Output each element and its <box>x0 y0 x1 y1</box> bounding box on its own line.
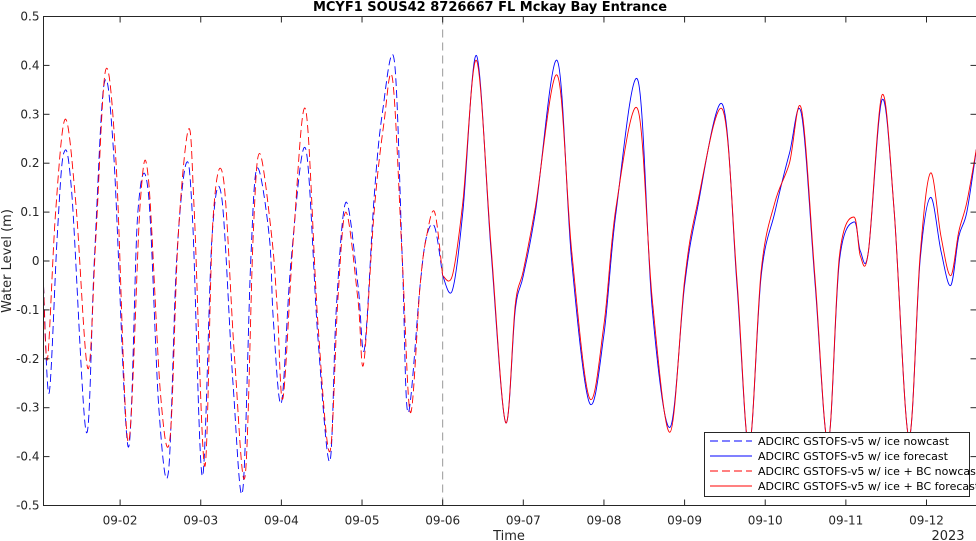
x-tick-label: 09-03 <box>183 514 218 528</box>
y-tick-label: -0.1 <box>16 303 39 317</box>
x-tick-label: 09-10 <box>748 514 783 528</box>
x-tick-label: 09-12 <box>909 514 944 528</box>
y-tick-label: -0.2 <box>16 352 39 366</box>
y-tick-label: -0.5 <box>16 499 39 513</box>
x-tick-label: 09-09 <box>667 514 702 528</box>
x-tick-label: 09-06 <box>425 514 460 528</box>
year-label: 2023 <box>931 529 964 541</box>
x-axis: 09-02 09-03 09-04 09-05 09-06 09-07 09-08 09-09… <box>103 16 944 528</box>
x-axis-label: Time <box>492 529 525 541</box>
y-axis-label: Water Level (m) <box>0 209 15 313</box>
legend-label: ADCIRC GSTOFS-v5 w/ ice nowcast <box>758 435 950 448</box>
y-tick-label: 0.1 <box>20 205 39 219</box>
x-tick-label: 09-02 <box>103 514 138 528</box>
series-line-3 <box>43 67 444 480</box>
x-tick-label: 09-07 <box>506 514 541 528</box>
legend: ADCIRC GSTOFS-v5 w/ ice nowcast ADCIRC GS… <box>704 432 976 497</box>
x-tick-label: 09-08 <box>587 514 622 528</box>
chart-title: MCYF1 SOUS42 8726667 FL Mckay Bay Entran… <box>313 0 667 15</box>
y-tick-label: -0.3 <box>16 401 39 415</box>
x-tick-label: 09-11 <box>828 514 863 528</box>
legend-label: ADCIRC GSTOFS-v5 w/ ice + BC forecast <box>758 480 976 493</box>
y-tick-label: 0.3 <box>20 107 39 121</box>
x-tick-label: 09-05 <box>345 514 380 528</box>
y-tick-label: 0.4 <box>20 58 39 72</box>
x-tick-label: 09-04 <box>264 514 299 528</box>
y-tick-label: 0.5 <box>20 10 39 24</box>
y-axis: -0.5 -0.4 -0.3 -0.2 -0.1 0 0.1 0.2 0.3 0.4 0.5 <box>16 10 976 513</box>
legend-label: ADCIRC GSTOFS-v5 w/ ice + BC nowcast <box>758 465 976 478</box>
series-layer <box>43 53 976 495</box>
y-tick-label: -0.4 <box>16 450 39 464</box>
series-line-4 <box>442 60 976 448</box>
y-tick-label: 0 <box>32 254 40 268</box>
legend-label: ADCIRC GSTOFS-v5 w/ ice forecast <box>758 450 949 463</box>
y-tick-label: 0.2 <box>20 156 39 170</box>
